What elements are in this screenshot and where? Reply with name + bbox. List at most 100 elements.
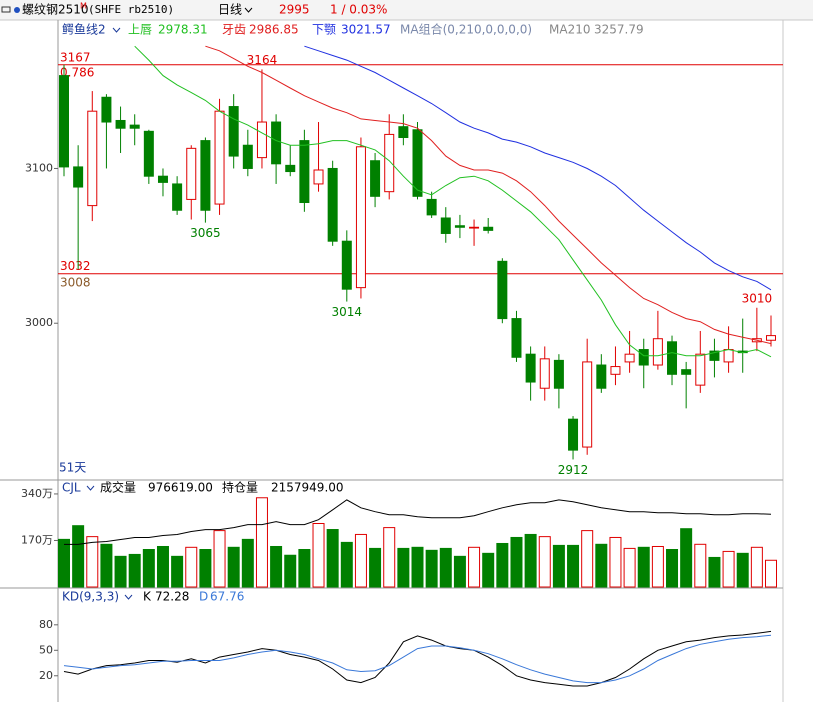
volume-bar [100,543,113,588]
y-tick-label: 340万 [21,487,53,500]
candle-body [313,169,324,185]
high-label: 3010 [742,291,773,305]
series-line [63,634,772,684]
candle-body [73,166,84,188]
volume-bar [312,522,325,588]
volume-bar [114,555,127,588]
candle-body [511,318,522,358]
volume-bar [581,530,594,588]
candle-body [624,353,635,363]
volume-bar [354,533,367,588]
candle-body [299,140,310,204]
legend-name: 持仓量 [222,480,258,495]
reference-label: 3167 [60,50,91,64]
candle-body [384,133,395,193]
legend-value: 2157949.00 [271,481,344,495]
candle-body [525,353,536,383]
indicator-name[interactable]: CJL [62,481,81,495]
indicator-name[interactable]: 鳄鱼线2 [62,23,106,37]
candle-body [341,240,352,290]
volume-bar [227,546,240,588]
volume-bar [213,530,226,588]
series-line [304,45,772,291]
volume-bar [708,556,721,588]
volume-bar [567,544,580,588]
candle-body [766,335,776,341]
volume-bar [298,549,311,588]
y-tick-label: 80 [39,618,53,631]
candle-body [596,364,607,389]
candle-body [638,349,649,366]
indicator-name[interactable]: KD(9,3,3) [62,590,119,604]
volume-bar [255,497,268,588]
volume-bar [722,550,735,588]
candle-body [426,198,437,216]
toolbar [0,0,813,20]
low-label: 3065 [190,226,221,240]
volume-bar [538,536,551,588]
y-tick-label: 20 [39,669,53,682]
high-label: 3164 [247,53,278,67]
last-price: 2995 [279,3,310,17]
candle-body [412,129,423,197]
low-label: 2912 [558,463,589,477]
dropdown-chevron[interactable] [124,594,133,600]
volume-bar [425,549,438,588]
y-tick-label: 3000 [25,316,53,329]
candle-body [256,121,267,159]
candle-body [723,349,734,363]
candle-body [497,260,508,320]
candle-body [157,175,168,183]
legend-value: 2986.85 [249,23,299,37]
volume-bar [482,552,495,588]
candle-body [398,126,409,139]
legend-name: K [143,590,152,604]
candle-body [228,106,239,157]
volume-bar [736,552,749,588]
volume-bar [637,546,650,588]
legend-name: 成交量 [100,480,136,495]
symbol-name: 螺纹钢2510 [22,3,89,17]
volume-bar [453,555,466,588]
symbol-code: (SHFE rb2510) [88,3,174,16]
dropdown-chevron[interactable] [86,485,95,491]
candle-body [327,167,338,242]
candle-body [553,359,564,389]
candle-body [539,358,550,389]
volume-bar [750,546,763,588]
candle-body [610,366,621,375]
candle-body [582,361,593,448]
volume-bar [86,536,99,588]
candle-body [186,147,197,200]
volume-bar [58,538,70,588]
volume-bar [595,543,608,588]
candle-body [568,418,579,451]
window-icon[interactable] [1,6,11,13]
dropdown-chevron[interactable] [244,7,253,13]
dropdown-chevron[interactable] [112,27,121,33]
candle-body [483,226,494,231]
candle-body [115,119,126,129]
series-line [64,499,772,545]
legend-name: 下颚 [312,23,336,37]
candle-body [695,353,706,386]
legend-name: 牙齿 [222,23,246,37]
ma-group: MA组合(0,210,0,0,0,0) [400,22,532,37]
legend-value: 2978.31 [158,23,208,37]
candle-body [709,350,720,361]
volume-bar [411,546,424,588]
candle-body [172,183,183,211]
y-tick-label: 3100 [25,161,53,174]
volume-bar [241,538,254,588]
volume-bar [199,549,212,588]
period-select[interactable]: 日线 [218,3,242,17]
candle-body [370,160,381,197]
candle-body [214,110,225,205]
candle-body [271,121,282,165]
volume-bar [552,544,565,588]
legend-value: 67.76 [210,590,244,604]
volume-bar [680,528,693,588]
candle-body [101,96,112,123]
volume-bar [397,547,410,588]
volume-bar [666,549,679,588]
